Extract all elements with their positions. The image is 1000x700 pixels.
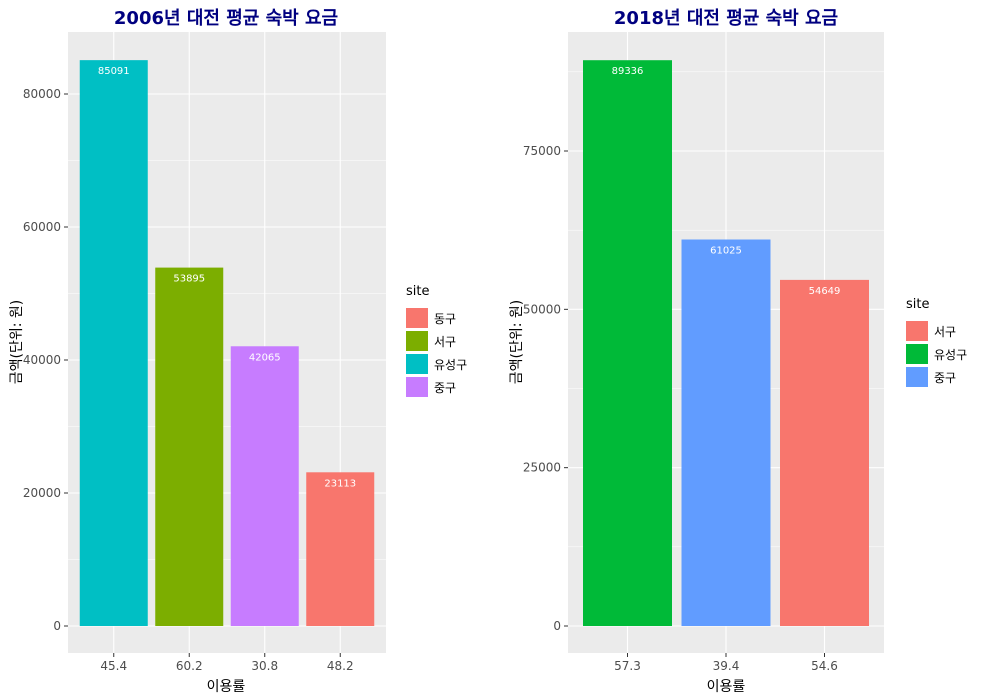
- bar-value-label: 42065: [249, 352, 281, 363]
- bar: [79, 60, 148, 627]
- bar-value-label: 23113: [324, 478, 356, 489]
- x-tick-label: 30.8: [251, 659, 278, 673]
- bar: [306, 472, 375, 626]
- y-tick-label: 75000: [523, 144, 561, 158]
- legend-label: 서구: [434, 335, 456, 349]
- y-tick-label: 0: [553, 619, 561, 633]
- y-tick-label: 0: [53, 619, 61, 633]
- y-tick-label: 20000: [23, 486, 61, 500]
- chart-2018: 2018년 대전 평균 숙박 요금 89336 61025 54649 0 25000…: [500, 0, 1000, 700]
- chart-title: 2018년 대전 평균 숙박 요금: [614, 8, 838, 29]
- bar-value-label: 53895: [173, 274, 205, 285]
- x-axis-title: 이용률: [707, 679, 746, 695]
- legend-swatch: [406, 308, 428, 328]
- bar-value-label: 61025: [710, 246, 742, 257]
- legend-label: 유성구: [434, 358, 467, 372]
- chart-2006: 2006년 대전 평균 숙박 요금 85091 53895 42065 23113 0…: [9, 8, 467, 695]
- legend-label: 유성구: [934, 348, 967, 362]
- y-axis-title: 금액(단위: 원): [9, 300, 25, 385]
- bar: [780, 279, 869, 626]
- bar: [583, 60, 672, 627]
- chart-2018-svg: 2018년 대전 평균 숙박 요금 89336 61025 54649 0 25000…: [509, 8, 967, 695]
- legend-label: 동구: [434, 312, 456, 326]
- bar-value-label: 85091: [98, 66, 130, 77]
- legend-swatch: [906, 344, 928, 364]
- bar-value-label: 54649: [809, 286, 841, 297]
- chart-title: 2006년 대전 평균 숙박 요금: [114, 8, 338, 29]
- x-tick-label: 39.4: [713, 659, 740, 673]
- legend-title: site: [906, 297, 929, 312]
- legend-title: site: [406, 284, 429, 299]
- y-axis-title: 금액(단위: 원): [509, 300, 525, 385]
- legend-swatch: [406, 331, 428, 351]
- y-tick-label: 25000: [523, 461, 561, 475]
- x-tick-label: 57.3: [614, 659, 641, 673]
- legend-swatch: [906, 367, 928, 387]
- legend-swatch: [406, 354, 428, 374]
- y-tick-label: 40000: [23, 353, 61, 367]
- legend-swatch: [406, 377, 428, 397]
- bar: [681, 239, 771, 626]
- legend-label: 중구: [934, 371, 956, 385]
- x-tick-label: 45.4: [100, 659, 127, 673]
- legend-label: 중구: [434, 381, 456, 395]
- y-tick-label: 80000: [23, 87, 61, 101]
- legend-swatch: [906, 321, 928, 341]
- chart-2006-svg: 2006년 대전 평균 숙박 요금 85091 53895 42065 23113 0…: [9, 8, 467, 695]
- y-tick-label: 60000: [23, 220, 61, 234]
- x-tick-label: 54.6: [811, 659, 838, 673]
- bar-value-label: 89336: [612, 66, 644, 77]
- x-tick-label: 60.2: [176, 659, 203, 673]
- bar: [155, 267, 224, 626]
- y-tick-label: 50000: [523, 302, 561, 316]
- x-axis-title: 이용률: [207, 679, 246, 695]
- bar: [230, 346, 299, 626]
- x-tick-label: 48.2: [327, 659, 354, 673]
- legend-label: 서구: [934, 325, 956, 339]
